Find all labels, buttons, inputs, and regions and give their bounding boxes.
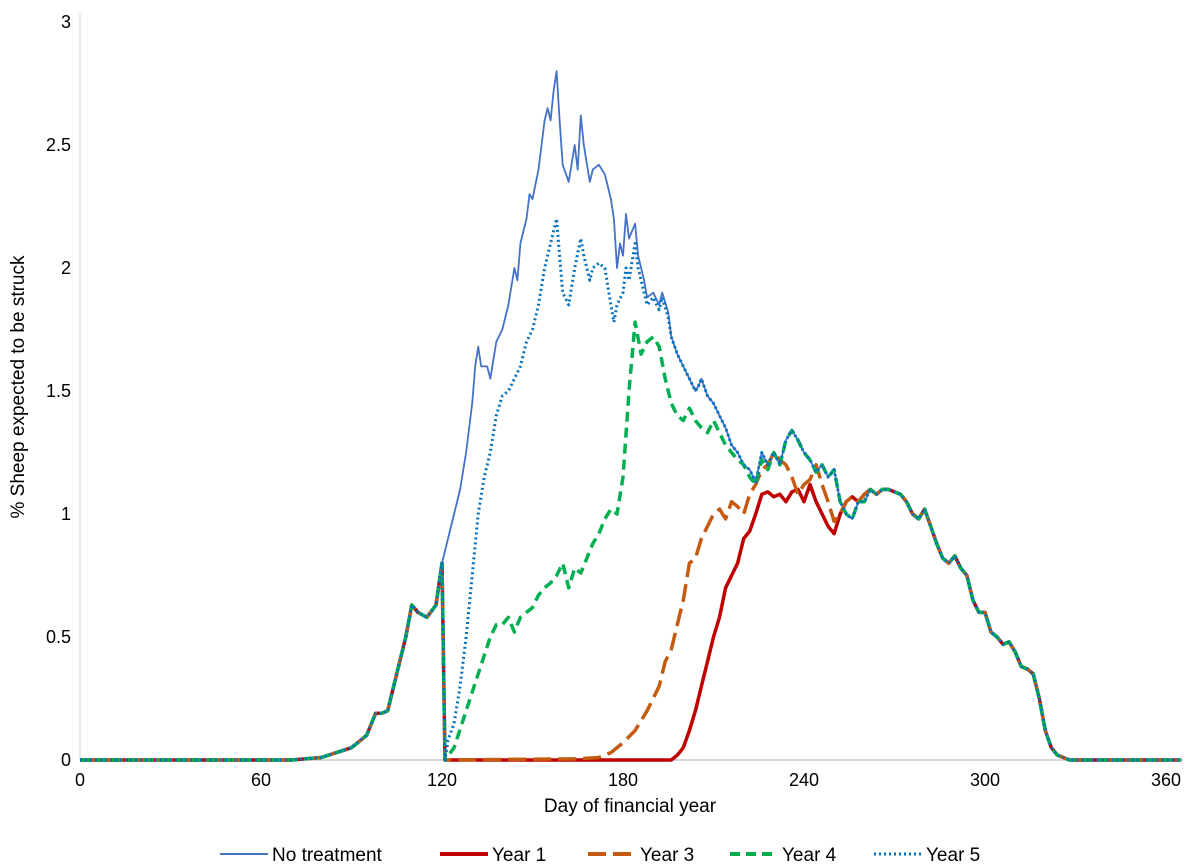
x-tick-label: 360 [1151, 770, 1181, 790]
y-tick-label: 1 [61, 504, 71, 524]
y-axis-title: % Sheep expected to be struck [8, 255, 29, 518]
legend-label-year-1: Year 1 [492, 845, 546, 866]
legend-label-year-5: Year 5 [926, 845, 980, 866]
x-tick-label: 60 [251, 770, 271, 790]
x-tick-label: 180 [608, 770, 638, 790]
legend-label-no-treatment: No treatment [272, 845, 383, 866]
x-tick-label: 300 [970, 770, 1000, 790]
series-lines [80, 70, 1182, 762]
series-line-year-5 [80, 217, 1182, 762]
x-tick-label: 120 [427, 770, 457, 790]
legend-label-year-3: Year 3 [640, 845, 694, 866]
x-tick-label: 240 [789, 770, 819, 790]
series-line-year-4 [80, 320, 1182, 762]
legend-label-year-4: Year 4 [782, 845, 837, 866]
y-tick-label: 2.5 [46, 135, 71, 155]
y-tick-label: 3 [61, 12, 71, 32]
x-tick-labels: 0 60 120 180 240 300 360 [75, 770, 1181, 790]
y-tick-labels: 0 0.5 1 1.5 2 2.5 3 [46, 12, 71, 770]
x-axis-title: Day of financial year [544, 796, 717, 817]
y-tick-label: 0 [61, 750, 71, 770]
y-tick-label: 0.5 [46, 627, 71, 647]
y-tick-label: 2 [61, 258, 71, 278]
x-tick-label: 0 [75, 770, 85, 790]
series-line-year-1 [80, 482, 1182, 762]
y-tick-label: 1.5 [46, 381, 71, 401]
series-line-year-3 [80, 450, 1182, 762]
legend: No treatment Year 1 Year 3 Year 4 Year 5 [220, 845, 980, 866]
